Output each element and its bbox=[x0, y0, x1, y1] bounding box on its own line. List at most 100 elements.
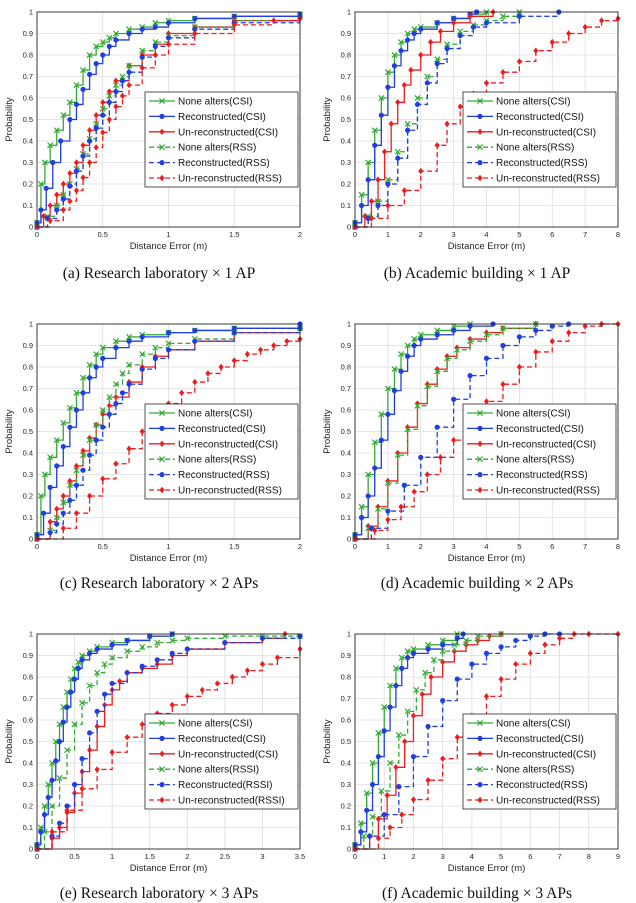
data-point bbox=[533, 47, 539, 54]
legend-label: None alters(RSS) bbox=[496, 455, 574, 466]
data-point bbox=[56, 820, 63, 826]
x-tick-label: 0.5 bbox=[69, 852, 79, 861]
y-tick-label: 0.3 bbox=[341, 470, 351, 479]
data-point bbox=[152, 344, 159, 351]
x-tick-label: 1.5 bbox=[229, 542, 239, 551]
data-point bbox=[67, 183, 73, 189]
data-point bbox=[444, 45, 450, 52]
data-point bbox=[126, 445, 132, 452]
data-point bbox=[231, 21, 237, 29]
data-point bbox=[139, 54, 145, 60]
data-point bbox=[231, 330, 237, 336]
y-tick-label: 0.7 bbox=[23, 384, 33, 393]
data-point bbox=[80, 153, 86, 159]
data-point bbox=[391, 63, 398, 69]
data-point bbox=[99, 344, 106, 351]
data-point bbox=[498, 644, 504, 650]
data-point bbox=[391, 388, 398, 394]
data-point bbox=[542, 641, 548, 648]
y-tick-label: 0.6 bbox=[23, 94, 33, 103]
legend-marker bbox=[159, 440, 165, 447]
subfigure-caption: (f) Academic building × 3 APs bbox=[382, 885, 572, 902]
data-point bbox=[60, 191, 67, 198]
data-point bbox=[402, 738, 408, 745]
data-point bbox=[73, 467, 80, 474]
data-point bbox=[60, 492, 66, 500]
data-point bbox=[60, 499, 67, 506]
x-tick-label: 6 bbox=[528, 852, 532, 861]
data-point bbox=[401, 187, 407, 194]
data-point bbox=[71, 781, 78, 788]
data-point bbox=[467, 373, 473, 379]
y-tick-label: 0.7 bbox=[23, 72, 33, 81]
data-point bbox=[53, 514, 60, 521]
y-tick-label: 0.5 bbox=[341, 427, 351, 436]
x-tick-label: 5 bbox=[499, 852, 503, 861]
y-tick-label: 0.7 bbox=[341, 72, 351, 81]
data-point bbox=[533, 348, 539, 356]
legend-label: Reconstructed(RSS) bbox=[496, 158, 588, 169]
legend-box bbox=[144, 713, 299, 810]
data-point bbox=[566, 30, 572, 37]
y-tick-label: 0.9 bbox=[23, 29, 33, 38]
legend: None alters(CSI) Reconstructed(CSI) Un-rec… bbox=[144, 91, 299, 188]
x-axis-label: Distance Error (m) bbox=[130, 553, 208, 564]
legend-label: None alters(CSI) bbox=[496, 719, 570, 730]
data-point bbox=[71, 665, 78, 672]
data-point bbox=[126, 381, 132, 387]
data-point bbox=[165, 330, 172, 336]
chart-svg: 0 1 2 3 4 5 6 7 8 0 0.1 0.2 0.3 0.4 0.5 0.6 0.7 0.8 0.9 1 Di… bbox=[322, 320, 621, 564]
data-point bbox=[384, 176, 391, 183]
data-point bbox=[67, 424, 73, 430]
data-point bbox=[100, 355, 106, 361]
data-point bbox=[418, 336, 424, 342]
data-point bbox=[119, 92, 126, 100]
y-tick-label: 0.1 bbox=[341, 513, 351, 522]
y-tick-label: 0.1 bbox=[341, 201, 351, 210]
data-point bbox=[101, 661, 108, 668]
x-tick-label: 3.5 bbox=[295, 852, 305, 861]
data-point bbox=[398, 48, 404, 54]
data-point bbox=[259, 635, 266, 641]
x-tick-label: 1 bbox=[386, 542, 390, 551]
data-point bbox=[38, 207, 44, 213]
data-point bbox=[79, 652, 86, 659]
data-point bbox=[371, 439, 378, 446]
data-point bbox=[54, 521, 60, 527]
data-point bbox=[500, 69, 506, 76]
data-point bbox=[399, 811, 405, 818]
series-line bbox=[37, 635, 300, 850]
data-point bbox=[358, 191, 365, 198]
legend: None alters(CSI) Reconstructed(CSI) Un-rec… bbox=[144, 403, 299, 500]
data-point bbox=[257, 346, 264, 353]
data-point bbox=[139, 663, 145, 669]
data-point bbox=[500, 342, 506, 349]
data-point bbox=[284, 338, 290, 345]
y-tick-label: 0.9 bbox=[341, 341, 351, 350]
data-point bbox=[444, 355, 451, 362]
data-point bbox=[192, 327, 198, 334]
data-point bbox=[139, 428, 145, 435]
x-tick-label: 3 bbox=[260, 852, 264, 861]
data-point bbox=[67, 497, 73, 503]
y-tick-label: 0.5 bbox=[23, 115, 33, 124]
chart-svg: 0 0.5 1 1.5 2 0 0.1 0.2 0.3 0.4 0.5 0.6 0.7 0.8 0.9 1 Di… bbox=[4, 8, 304, 252]
axes-frame bbox=[354, 323, 619, 540]
data-point bbox=[394, 148, 401, 155]
data-point bbox=[582, 322, 588, 330]
legend-marker bbox=[476, 409, 484, 417]
x-tick-label: 0 bbox=[35, 852, 39, 861]
data-point bbox=[414, 101, 421, 108]
x-tick-label: 0.5 bbox=[98, 542, 108, 551]
data-point bbox=[126, 81, 132, 89]
data-point bbox=[533, 327, 539, 334]
data-point bbox=[179, 389, 185, 396]
data-point bbox=[381, 704, 388, 711]
data-point bbox=[192, 30, 198, 37]
chart-panel-6: 0 1 2 3 4 5 6 7 8 9 0 0.1 0.2 0.3 0.4 0.5 0.6 0.7 0.8 0.9 1 D… bbox=[318, 622, 636, 889]
data-point bbox=[360, 833, 367, 840]
data-point bbox=[47, 217, 53, 224]
data-point bbox=[457, 33, 463, 39]
data-point bbox=[425, 641, 432, 648]
data-point bbox=[398, 368, 404, 374]
